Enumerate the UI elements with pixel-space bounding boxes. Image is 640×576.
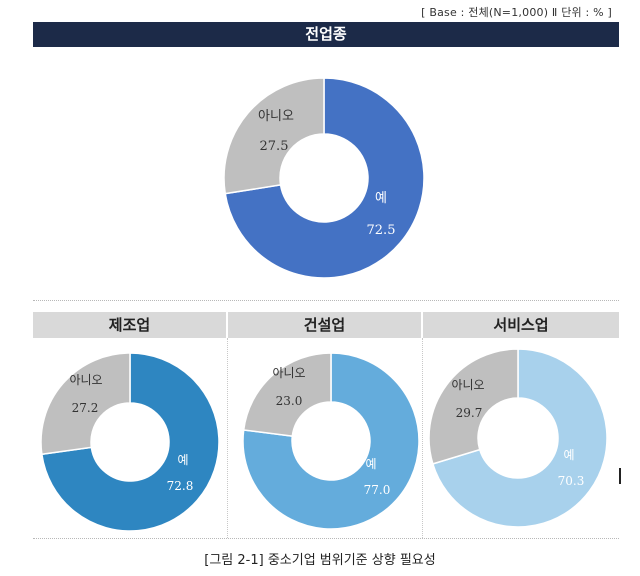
data-label-all-yes: 72.5 — [367, 223, 396, 238]
base-note: [ Base : 전체(N=1,000) Ⅱ 단위 : % ] — [421, 6, 612, 19]
slice-service-yes — [431, 348, 608, 528]
chart-title-service: 서비스업 — [423, 312, 619, 338]
divider-col-2 — [422, 338, 423, 538]
slice-service-no — [428, 348, 519, 465]
slice-label-manufacturing-no: 아니오 — [69, 373, 102, 387]
data-label-manufacturing-no: 27.2 — [72, 401, 99, 415]
slice-manufacturing-yes — [41, 352, 220, 532]
data-label-service-yes: 70.3 — [558, 474, 585, 488]
data-label-construction-yes: 77.0 — [364, 483, 391, 497]
data-label-service-no: 29.7 — [456, 406, 483, 420]
slice-all-no — [223, 77, 325, 195]
slice-label-manufacturing-yes: 예 — [177, 453, 188, 467]
slice-label-service-no: 아니오 — [451, 378, 484, 392]
slice-label-all-yes: 예 — [375, 191, 387, 206]
chart-title-construction: 건설업 — [228, 312, 421, 338]
data-label-construction-no: 23.0 — [276, 394, 303, 408]
slice-label-all-no: 아니오 — [258, 109, 294, 124]
divider-top — [33, 300, 619, 301]
divider-col-1 — [227, 338, 228, 538]
divider-bottom — [33, 538, 619, 539]
data-label-all-no: 27.5 — [260, 139, 289, 154]
slice-construction-yes — [242, 352, 420, 530]
figure-caption: [그림 2-1] 중소기업 범위기준 상향 필요성 — [204, 553, 436, 568]
chart-title-manufacturing: 제조업 — [33, 312, 226, 338]
slice-label-construction-yes: 예 — [365, 457, 376, 471]
slice-construction-no — [242, 352, 332, 437]
slice-label-construction-no: 아니오 — [272, 366, 305, 380]
edge-mark — [619, 468, 621, 484]
slice-all-yes — [224, 77, 425, 279]
chart-title-all: 전업종 — [33, 22, 619, 47]
slice-label-service-yes: 예 — [563, 448, 574, 462]
slice-manufacturing-no — [40, 352, 131, 456]
data-label-manufacturing-yes: 72.8 — [167, 479, 194, 493]
